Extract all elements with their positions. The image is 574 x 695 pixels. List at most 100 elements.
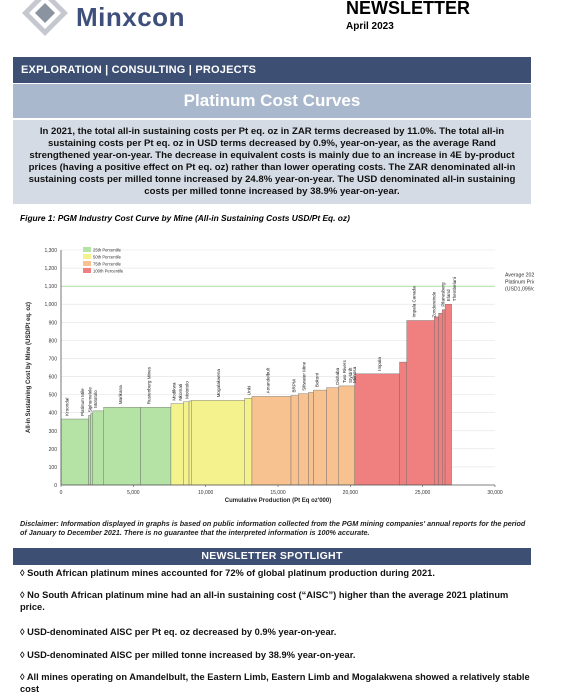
y-tick-label: 500 [49,393,58,399]
cost-bar [90,413,94,486]
bar-label: Two Rivers [342,360,347,383]
bar-label: Platinum Mile [80,388,85,416]
cost-bar [190,400,245,486]
legend-label: 100th Percentile [93,268,124,273]
cost-bar [140,407,172,486]
cost-bar [92,410,104,486]
y-tick-label: 400 [49,411,58,417]
cost-bar [188,400,192,486]
cost-bar [326,387,339,486]
bar-label: Mototolo [184,381,189,399]
spotlight-item: ◊ USD-denominated AISC per milled tonne … [20,650,356,660]
article-title: Platinum Cost Curves [13,84,531,118]
brand-name: Minxcon [76,2,185,32]
y-tick-labels: 0 100 200 300 400 500 600 700 800 900 1,000 1,100 1,… [44,248,57,489]
newsletter-title: NEWSLETTER [346,0,470,18]
bar-label: Pilanesberg [440,282,445,307]
legend-label: 50th Percentile [93,254,122,259]
cost-bar [444,304,452,486]
cost-bar [298,393,309,486]
x-tick-label: 0 [60,490,63,496]
spotlight-item: ◊ USD-denominated AISC per Pt eq. oz dec… [20,627,337,637]
bar-label: Impala Canada [411,286,416,318]
y-tick-label: 1,200 [44,266,57,272]
cost-bar [290,395,299,486]
bar-labels: Kroondal Platinum Mile Siphumelele Mototolo… [64,277,457,416]
cost-bar [88,415,91,486]
cost-bar [313,389,327,486]
legend-label: 75th Percentile [93,261,122,266]
bar-label: Nkomati [178,384,183,401]
spotlight-item: ◊ South African platinum mines accounted… [20,568,435,578]
spotlight-heading: NEWSLETTER SPOTLIGHT [13,548,531,565]
y-tick-label: 800 [49,338,58,344]
y-tick-label: 1,000 [44,302,57,308]
y-tick-label: 300 [49,429,58,435]
reference-line-label: Average 2021 [505,272,534,278]
minxcon-logo-mark-icon [22,0,68,36]
bar-label: BRPM [291,379,296,392]
x-tick-label: 10,000 [198,490,214,496]
cost-bar [308,392,314,486]
bar-label: Impala [377,357,382,371]
bar-label: Amandelbult [265,367,270,393]
y-tick-label: 600 [49,375,58,381]
bar-label: Marikana [118,385,123,404]
reference-line-label: Platinum Price [505,279,534,285]
services-bar: EXPLORATION | CONSULTING | PROJECTS [13,57,531,83]
cost-bar [103,407,141,486]
bar-label: Thembelani [452,277,457,301]
y-tick-label: 1,300 [44,248,57,254]
cost-bar [183,401,190,486]
cost-bar [60,418,89,486]
spotlight-item: ◊ No South African platinum mine had an … [20,590,509,612]
y-tick-label: 700 [49,356,58,362]
chart-legend: 25th Percentile 50th Percentile 75th Perce… [83,247,124,273]
newsletter-date: April 2023 [346,21,394,32]
cost-bar [399,361,407,486]
minxcon-logo: Minxcon [18,0,184,38]
legend-swatch [83,261,91,266]
y-tick-label: 0 [54,483,57,489]
y-tick-label: 900 [49,320,58,326]
bar-label: Modikwa [171,382,176,401]
summary-box: In 2021, the total all-in sustaining cos… [13,120,531,204]
cost-bar [251,396,292,486]
x-tick-label: 25,000 [415,490,431,496]
bar-label: Siphumelele [87,387,92,413]
legend-label: 25th Percentile [93,247,122,252]
cost-bar [434,316,439,486]
disclaimer: Disclaimer: Information displayed in gra… [20,519,526,537]
bar-label: Zondereinde [432,291,437,317]
y-tick-label: 1,100 [44,284,57,290]
bar-label: Mototolo [93,390,98,408]
bar-label: Siltwater Mine [302,361,307,390]
cost-bar [170,403,184,486]
x-tick-label: 15,000 [270,490,286,496]
y-tick-label: 200 [49,447,58,453]
legend-swatch [83,268,91,273]
chart-bars [60,304,452,486]
cost-bar [244,398,253,486]
bar-label: Rustenburg Mines [147,366,152,404]
bar-label: Mogalakwena [216,369,221,398]
bar-label: Eland [446,289,451,301]
x-tick-label: 5,000 [127,490,140,496]
bar-label: Unki [247,386,252,395]
cost-bar [406,320,435,486]
bar-label: Styldrift [348,367,353,383]
x-axis-label: Cumulative Production (Pt Eq oz'000) [225,498,331,504]
y-tick-label: 100 [49,465,58,471]
bar-label: Kroondal [64,398,69,416]
x-tick-label: 20,000 [343,490,359,496]
legend-swatch [83,254,91,259]
legend-swatch [83,247,91,252]
cost-bar [354,373,400,486]
bar-label: Dishaba [335,367,340,384]
x-tick-label: 30,000 [487,490,503,496]
cost-bar [438,313,443,486]
reference-line-label: (USD1,099/oz) [505,286,534,292]
cost-bar [338,385,355,486]
